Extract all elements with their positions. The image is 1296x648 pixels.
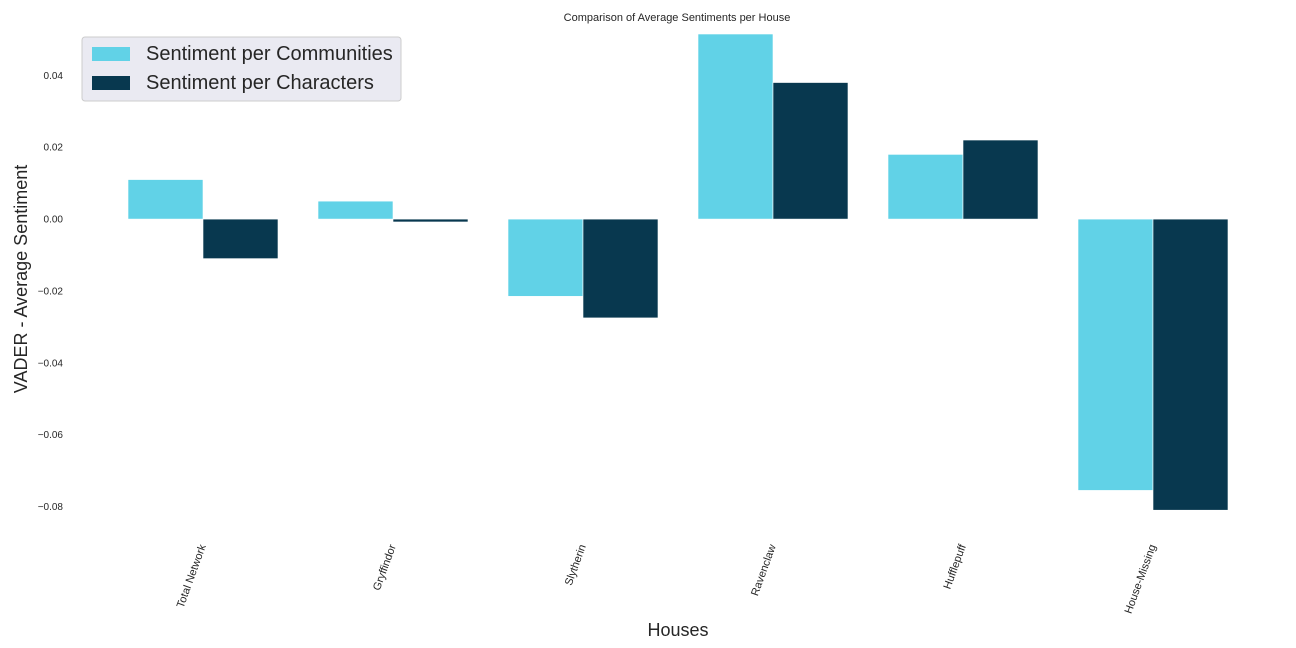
- bar-communities-0: [127, 179, 204, 220]
- x-tick-label: Gryffindor: [371, 543, 399, 593]
- bar-communities-3: [697, 33, 774, 220]
- y-tick-label: 0.02: [44, 143, 64, 154]
- x-tick-label: Ravenclaw: [749, 543, 779, 598]
- legend-frame: [81, 36, 402, 102]
- bar-characters-0: [202, 218, 279, 259]
- x-tick-label: House-Missing: [1123, 543, 1159, 615]
- y-axis-ticks: −0.08 −0.06 −0.04 −0.02 0.00 0.02 0.04: [38, 71, 64, 513]
- y-tick-label: −0.04: [38, 358, 64, 369]
- bar-communities-5: [1077, 218, 1154, 491]
- x-tick-label: Hufflepuff: [942, 542, 970, 591]
- bars: [127, 33, 1229, 511]
- y-tick-label: 0.00: [44, 215, 64, 226]
- bar-characters-5: [1152, 218, 1229, 511]
- x-axis-ticks: Total Network Gryffindor Slytherin Ravencla…: [175, 542, 1159, 615]
- legend-label: Sentiment per Characters: [146, 72, 374, 94]
- bar-communities-2: [507, 218, 584, 297]
- bar-characters-1: [392, 218, 469, 223]
- y-axis-label: VADER - Average Sentiment: [11, 165, 31, 393]
- bar-characters-4: [962, 139, 1039, 220]
- x-axis-label: Houses: [647, 620, 708, 640]
- y-tick-label: −0.08: [38, 502, 64, 513]
- y-tick-label: −0.06: [38, 430, 64, 441]
- bar-characters-2: [582, 218, 659, 319]
- x-tick-label: Total Network: [175, 542, 209, 609]
- y-tick-label: 0.04: [44, 71, 64, 82]
- legend-label: Sentiment per Communities: [146, 43, 393, 65]
- y-tick-label: −0.02: [38, 286, 64, 297]
- bar-communities-1: [317, 200, 394, 220]
- bar-characters-3: [772, 82, 849, 220]
- x-tick-label: Slytherin: [563, 543, 589, 587]
- chart-title: Comparison of Average Sentiments per Hou…: [564, 12, 791, 24]
- legend-swatch: [92, 47, 130, 61]
- legend-swatch: [92, 76, 130, 90]
- bar-communities-4: [887, 154, 964, 220]
- legend: Sentiment per Communities Sentiment per C…: [81, 36, 402, 102]
